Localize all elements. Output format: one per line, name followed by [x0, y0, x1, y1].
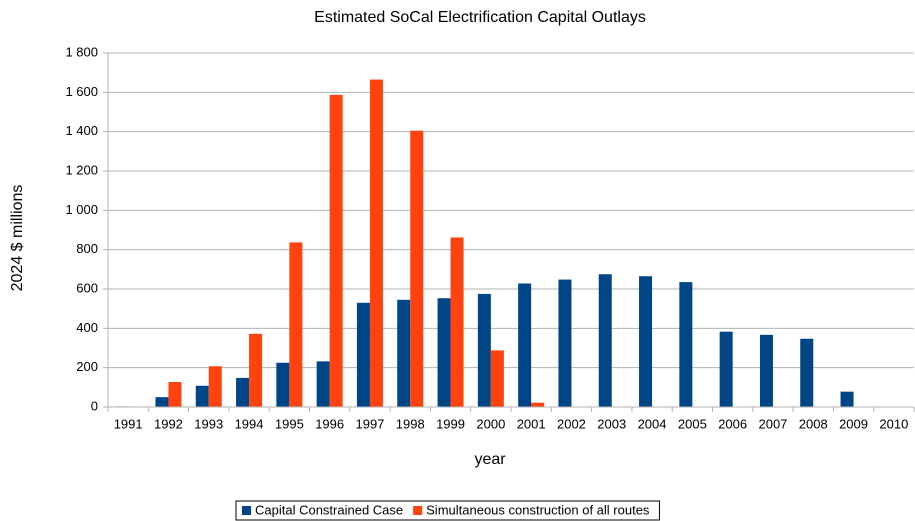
x-tick-label: 2009: [839, 416, 868, 431]
x-axis-label: year: [474, 451, 506, 468]
bar: [518, 283, 532, 407]
legend-box: [235, 500, 660, 521]
bar: [410, 130, 424, 407]
y-tick-label: 200: [76, 359, 98, 374]
bar: [450, 237, 464, 407]
legend-swatch: [413, 506, 423, 515]
bar: [800, 338, 814, 407]
y-tick-label: 1 400: [65, 123, 98, 138]
bar: [155, 397, 169, 407]
x-tick-label: 1992: [154, 416, 183, 431]
y-tick-label: 600: [76, 280, 98, 295]
legend: Capital Constrained Case Simultaneous con…: [235, 500, 660, 521]
y-tick-label: 800: [76, 241, 98, 256]
bar: [490, 350, 504, 407]
bar: [329, 94, 343, 407]
legend-swatch: [242, 506, 251, 515]
y-tick-label: 0: [91, 398, 98, 413]
bar: [289, 242, 303, 407]
bar: [236, 377, 250, 407]
x-tick-label: 2004: [638, 416, 667, 431]
y-tick-label: 1 200: [65, 162, 98, 177]
bar: [195, 385, 209, 407]
bar: [208, 366, 222, 407]
bar: [249, 333, 263, 407]
bar: [840, 391, 854, 407]
chart-title: Estimated SoCal Electrification Capital …: [314, 9, 646, 26]
y-tick-label: 1 600: [65, 84, 98, 99]
x-tick-label: 1991: [114, 416, 143, 431]
y-tick-label: 400: [76, 320, 98, 335]
bar: [437, 298, 451, 407]
bar: [531, 402, 545, 407]
x-tick-label: 2007: [758, 416, 787, 431]
bar: [759, 334, 773, 407]
x-tick-label: 1996: [315, 416, 344, 431]
bar: [397, 299, 411, 407]
bar: [719, 331, 733, 407]
bar: [168, 382, 182, 407]
x-tick-label: 1993: [194, 416, 223, 431]
x-tick-label: 2010: [879, 416, 908, 431]
y-tick-label: 1 000: [65, 202, 98, 217]
x-tick-label: 2006: [718, 416, 747, 431]
bar: [276, 362, 290, 407]
x-tick-label: 1997: [355, 416, 384, 431]
x-tick-label: 2005: [678, 416, 707, 431]
y-tick-label: 1 800: [65, 44, 98, 59]
x-tick-label: 2000: [476, 416, 505, 431]
bar: [316, 361, 330, 407]
bar: [598, 274, 612, 407]
bar: [477, 293, 491, 407]
x-tick-label: 2003: [597, 416, 626, 431]
legend-label: Simultaneous construction of all routes: [426, 502, 650, 517]
bar: [679, 282, 693, 407]
legend-label: Capital Constrained Case: [255, 502, 403, 517]
bar: [356, 302, 370, 407]
x-tick-label: 1994: [235, 416, 264, 431]
x-tick-label: 1998: [396, 416, 425, 431]
bar: [639, 276, 653, 407]
x-tick-label: 2001: [517, 416, 546, 431]
x-tick-label: 1995: [275, 416, 304, 431]
y-axis-label: 2024 $ millions: [9, 185, 26, 292]
bar: [558, 279, 572, 407]
x-tick-label: 2002: [557, 416, 586, 431]
bar: [369, 79, 383, 408]
x-tick-label: 2008: [799, 416, 828, 431]
x-tick-label: 1999: [436, 416, 465, 431]
